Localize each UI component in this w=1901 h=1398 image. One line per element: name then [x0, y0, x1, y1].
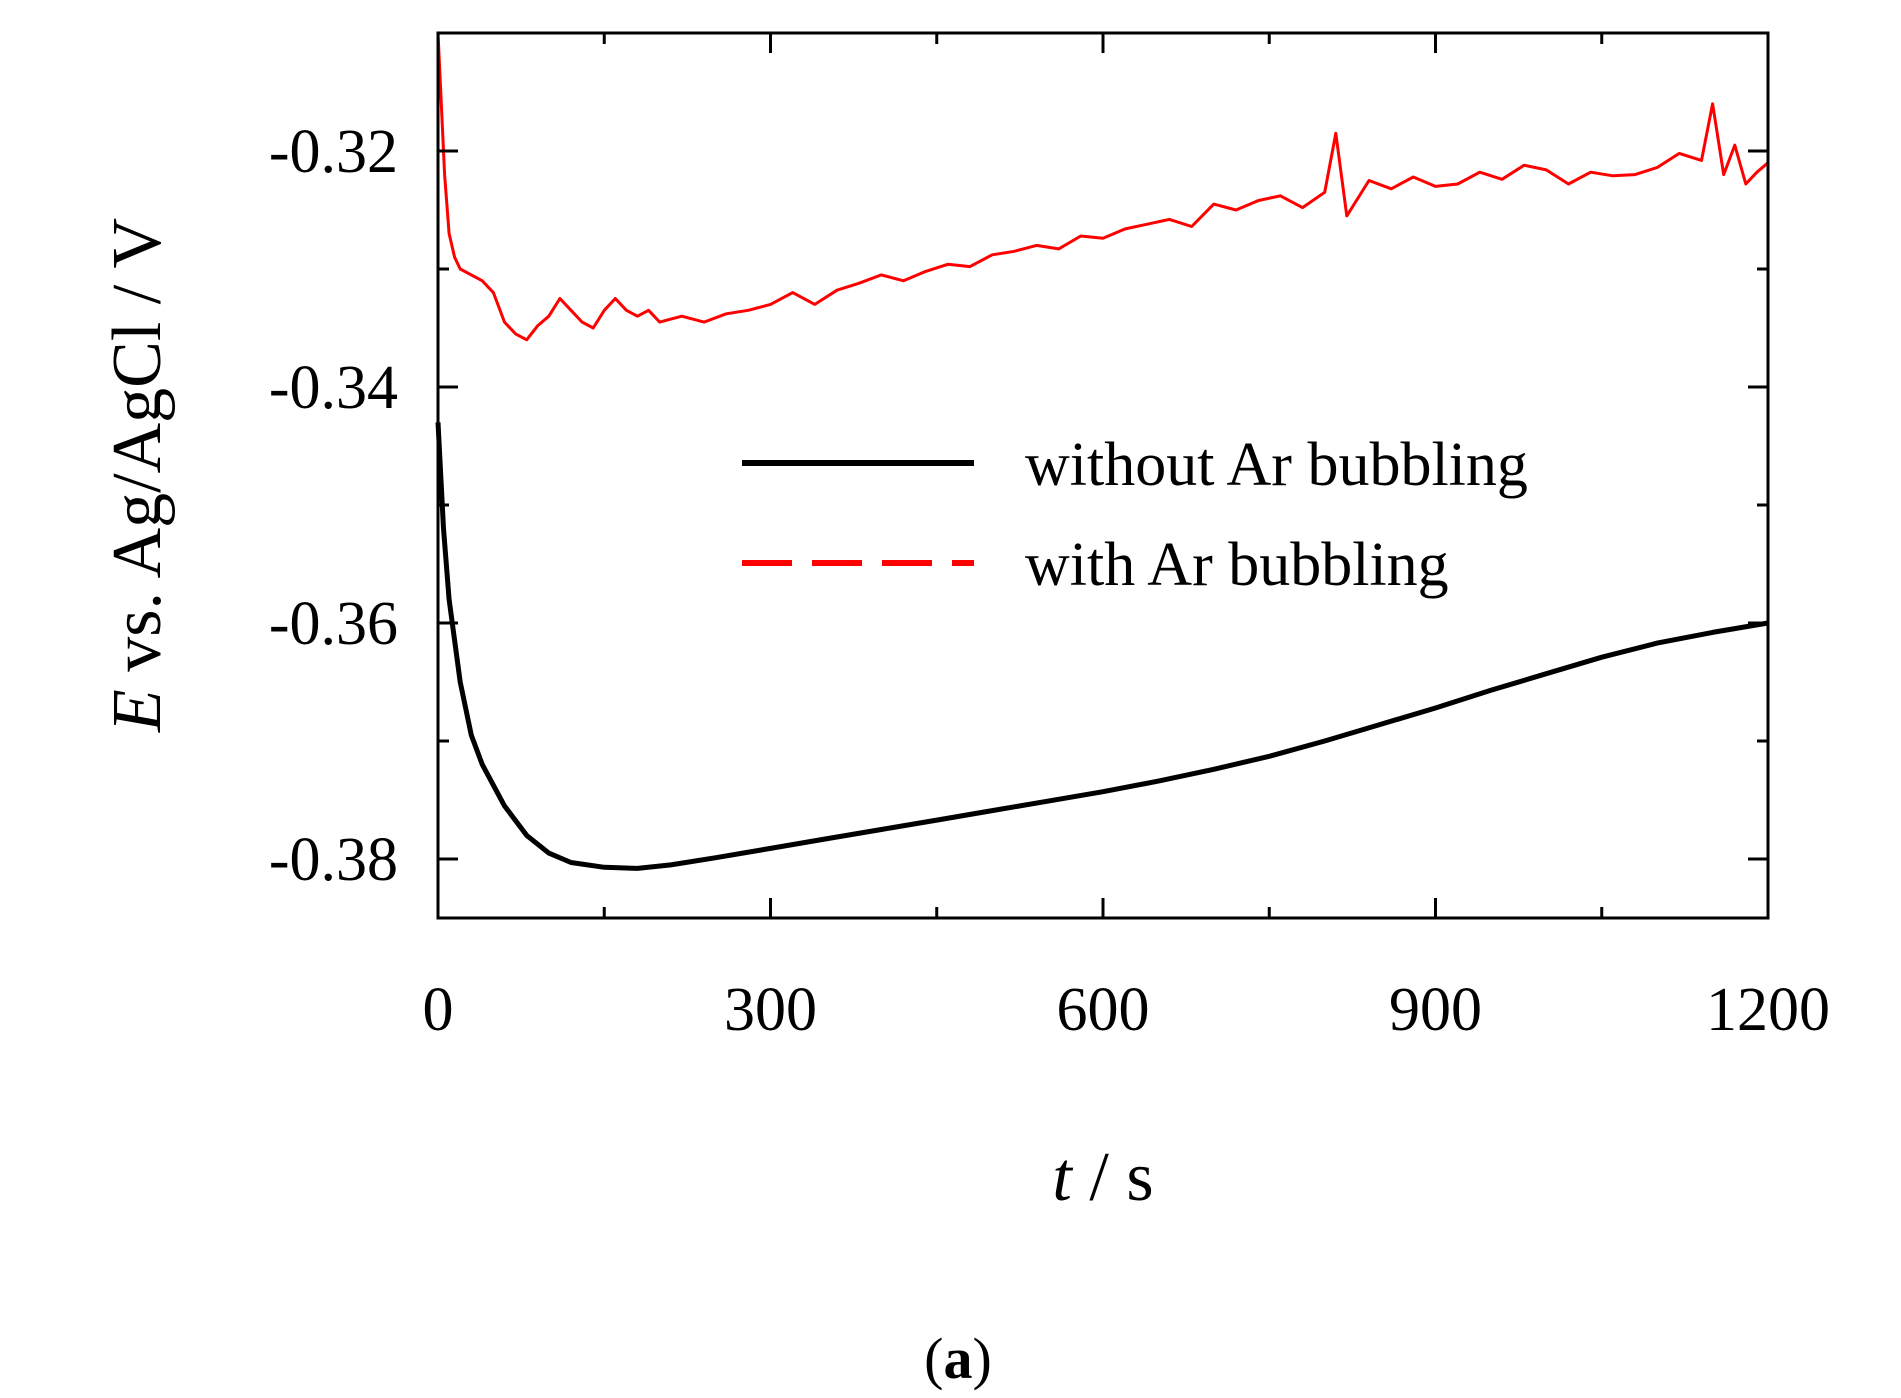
- legend-label-without-ar: without Ar bubbling: [1025, 431, 1528, 499]
- y-tick-labels: -0.32 -0.34 -0.36 -0.38: [269, 118, 398, 894]
- panel-label: (a): [924, 1326, 992, 1391]
- legend-label-with-ar: with Ar bubbling: [1025, 531, 1449, 599]
- x-tick-label: 600: [1057, 976, 1150, 1044]
- y-tick-label: -0.32: [269, 118, 398, 186]
- x-tick-labels: 0 300 600 900 1200: [423, 976, 1831, 1044]
- plot-lines: [435, 32, 1769, 871]
- axis-ticks: [436, 31, 1770, 918]
- x-axis-title: t / s: [1052, 1139, 1153, 1216]
- y-tick-label: -0.36: [269, 590, 398, 658]
- series-line-without-ar-bubbling: [435, 422, 1769, 871]
- y-axis-title: E vs. Ag/AgCl / V: [99, 218, 176, 733]
- x-tick-label: 1200: [1706, 976, 1830, 1044]
- x-tick-label: 300: [724, 976, 817, 1044]
- y-tick-label: -0.34: [269, 354, 398, 422]
- legend: without Ar bubbling with Ar bubbling: [742, 431, 1528, 599]
- series-line-with-ar-bubbling: [436, 32, 1769, 342]
- y-tick-label: -0.38: [269, 826, 398, 894]
- x-tick-label: 900: [1389, 976, 1482, 1044]
- x-tick-label: 0: [423, 976, 454, 1044]
